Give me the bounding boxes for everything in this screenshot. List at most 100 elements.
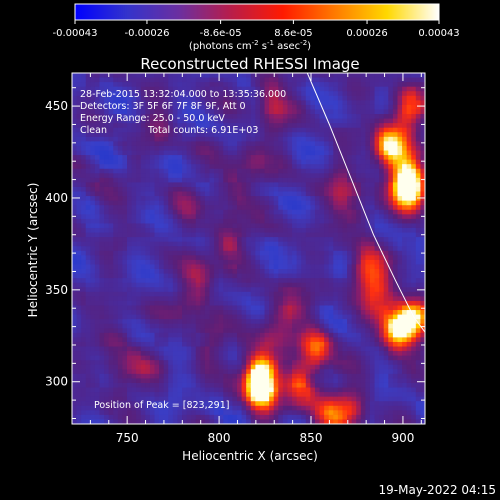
heatmap-cell xyxy=(241,218,247,225)
heatmap-cell xyxy=(200,95,206,101)
heatmap-cell xyxy=(223,341,229,348)
heatmap-cell xyxy=(209,86,215,92)
heatmap-cell xyxy=(241,237,247,243)
heatmap-cell xyxy=(273,168,279,174)
heatmap-cell xyxy=(195,237,201,243)
heatmap-cell xyxy=(319,328,325,334)
heatmap-cell xyxy=(182,223,188,229)
heatmap-cell xyxy=(237,191,243,197)
heatmap-cell xyxy=(227,91,234,97)
heatmap-cell xyxy=(246,182,252,188)
heatmap-cell xyxy=(255,241,261,247)
heatmap-cell xyxy=(214,410,220,416)
heatmap-cell xyxy=(90,369,96,375)
heatmap-cell xyxy=(314,392,321,398)
heatmap-cell xyxy=(305,232,311,238)
heatmap-cell xyxy=(209,255,215,261)
heatmap-cell xyxy=(351,401,357,407)
heatmap-cell xyxy=(136,346,142,352)
heatmap-cell xyxy=(246,282,252,288)
heatmap-cell xyxy=(237,145,243,152)
heatmap-cell xyxy=(140,182,146,188)
heatmap-cell xyxy=(149,250,156,256)
heatmap-cell xyxy=(99,346,105,352)
heatmap-cell xyxy=(200,77,206,83)
heatmap-cell xyxy=(319,387,325,393)
heatmap-cell xyxy=(200,328,206,334)
heatmap-cell xyxy=(191,73,197,79)
heatmap-cell xyxy=(246,378,252,384)
heatmap-cell xyxy=(246,246,252,252)
heatmap-cell xyxy=(90,164,96,170)
heatmap-cell xyxy=(117,186,124,193)
heatmap-cell xyxy=(246,296,252,302)
heatmap-cell xyxy=(172,155,179,161)
heatmap-cell xyxy=(365,114,371,120)
heatmap-cell xyxy=(191,250,197,256)
heatmap-cell xyxy=(237,91,243,97)
heatmap-cell xyxy=(108,373,114,380)
heatmap-cell xyxy=(232,278,238,284)
heatmap-cell xyxy=(159,419,165,424)
heatmap-cell xyxy=(319,282,325,288)
heatmap-cell xyxy=(264,104,270,111)
heatmap-cell xyxy=(301,387,307,393)
heatmap-cell xyxy=(191,259,197,266)
heatmap-cell xyxy=(182,323,188,329)
heatmap-cell xyxy=(259,77,266,83)
heatmap-cell xyxy=(159,382,165,389)
heatmap-cell xyxy=(337,209,344,215)
heatmap-cell xyxy=(159,86,165,92)
heatmap-cell xyxy=(342,410,348,416)
heatmap-cell xyxy=(122,337,128,343)
heatmap-cell xyxy=(204,373,211,380)
heatmap-cell xyxy=(365,136,371,142)
heatmap-cell xyxy=(365,91,371,97)
heatmap-cell xyxy=(273,341,279,348)
heatmap-cell xyxy=(333,255,339,261)
heatmap-cell xyxy=(72,328,78,334)
heatmap-cell xyxy=(163,136,169,142)
heatmap-cell xyxy=(356,405,362,411)
heatmap-cell xyxy=(255,287,261,293)
heatmap-cell xyxy=(81,360,87,366)
heatmap-cell xyxy=(351,145,357,152)
heatmap-cell xyxy=(333,351,339,357)
heatmap-cell xyxy=(314,168,321,174)
heatmap-cell xyxy=(365,82,371,88)
heatmap-cell xyxy=(328,232,334,238)
heatmap-cell xyxy=(241,127,247,133)
heatmap-cell xyxy=(282,273,289,279)
heatmap-cell xyxy=(117,396,124,402)
heatmap-cell xyxy=(319,305,325,311)
heatmap-cell xyxy=(149,214,156,220)
heatmap-cell xyxy=(85,95,91,101)
heatmap-cell xyxy=(296,150,302,156)
heatmap-cell xyxy=(287,82,293,88)
heatmap-cell xyxy=(223,177,229,183)
heatmap-cell xyxy=(122,287,128,293)
heatmap-cell xyxy=(113,346,119,352)
heatmap-cell xyxy=(163,250,169,256)
heatmap-cell xyxy=(259,159,266,165)
heatmap-cell xyxy=(200,278,206,284)
heatmap-cell xyxy=(356,287,362,293)
heatmap-cell xyxy=(241,351,247,357)
heatmap-cell xyxy=(250,300,256,307)
heatmap-cell xyxy=(342,227,348,234)
heatmap-cell xyxy=(104,282,110,288)
heatmap-cell xyxy=(90,273,96,279)
heatmap-cell xyxy=(182,310,188,316)
heatmap-cell xyxy=(168,127,174,133)
heatmap-cell xyxy=(255,196,261,202)
heatmap-cell xyxy=(259,91,266,97)
heatmap-cell xyxy=(81,86,87,92)
heatmap-cell xyxy=(204,369,211,375)
heatmap-cell xyxy=(246,227,252,234)
heatmap-cell xyxy=(94,382,101,389)
heatmap-cell xyxy=(200,259,206,266)
heatmap-cell xyxy=(328,310,334,316)
heatmap-cell xyxy=(282,351,289,357)
heatmap-cell xyxy=(149,177,156,183)
heatmap-cell xyxy=(310,159,316,165)
